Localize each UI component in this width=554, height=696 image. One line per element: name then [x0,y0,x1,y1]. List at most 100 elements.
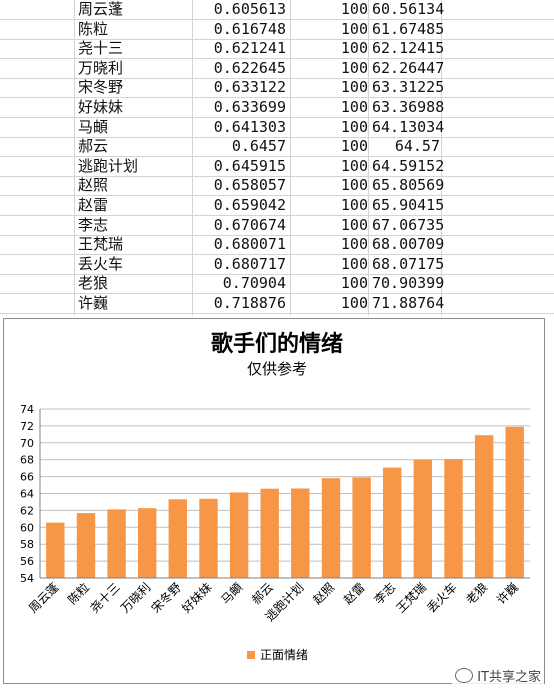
x-tick-label: 李志 [371,580,399,608]
singer-name-cell[interactable]: 好妹妹 [78,98,124,116]
percent-cell[interactable]: 68.00709 [372,235,445,254]
percent-cell[interactable]: 65.80569 [372,176,445,195]
singer-name-cell[interactable]: 老狼 [78,274,109,293]
bar[interactable] [321,478,341,578]
legend[interactable]: 正面情绪 [247,648,308,662]
score-cell[interactable]: 0.6457 [231,137,286,156]
singer-name-cell[interactable]: 郝云 [78,137,109,156]
bar[interactable] [138,508,157,578]
singer-name-cell[interactable]: 李志 [78,215,109,234]
x-tick-label: 马頔 [218,580,245,607]
base-cell[interactable]: 100 [340,39,368,58]
bar[interactable] [474,435,494,578]
singer-name-cell[interactable]: 逃跑计划 [78,156,139,175]
percent-cell[interactable]: 65.90415 [372,196,445,214]
score-cell[interactable]: 0.641303 [213,117,286,136]
score-cell[interactable]: 0.680071 [213,235,286,254]
score-cell[interactable]: 0.622645 [213,58,286,77]
chart-container[interactable]: 歌手们的情绪 仅供参考 54 56 58 60 62 64 66 68 70 72 74 周云蓬 陈粒… [3,318,545,684]
score-cell[interactable]: 0.659042 [213,196,286,214]
base-cell[interactable]: 100 [340,176,368,195]
percent-cell[interactable]: 60.56134 [372,0,445,18]
score-cell[interactable]: 0.670674 [213,215,286,234]
score-cell[interactable]: 0.633122 [213,78,286,97]
bar[interactable] [107,509,126,578]
chart-title: 歌手们的情绪 [211,331,343,357]
singer-name-cell[interactable]: 陈粒 [78,19,109,38]
percent-cell[interactable]: 62.12415 [372,39,445,58]
x-tick-label: 陈粒 [64,580,92,608]
bar[interactable] [229,492,249,578]
bar[interactable] [383,467,402,578]
base-cell[interactable]: 100 [340,0,368,18]
base-cell[interactable]: 100 [340,19,368,38]
bars [46,426,524,579]
bar[interactable] [444,459,463,578]
base-cell[interactable]: 100 [340,78,368,97]
score-cell[interactable]: 0.70904 [222,274,286,293]
base-cell[interactable]: 100 [340,254,368,273]
singer-name-cell[interactable]: 宋冬野 [78,78,124,97]
base-cell[interactable]: 100 [340,156,368,175]
base-cell[interactable]: 100 [340,215,368,234]
column-divider [74,0,75,316]
bar[interactable] [505,426,524,578]
score-cell[interactable]: 0.605613 [213,0,286,18]
score-cell[interactable]: 0.633699 [213,98,286,116]
percent-cell[interactable]: 64.13034 [372,117,445,136]
bar[interactable] [76,513,96,578]
base-cell[interactable]: 100 [340,98,368,116]
singer-name-cell[interactable]: 万晓利 [78,58,124,77]
legend-label: 正面情绪 [260,648,308,662]
base-cell[interactable]: 100 [340,117,368,136]
singer-name-cell[interactable]: 马頔 [78,117,109,136]
score-cell[interactable]: 0.616748 [213,19,286,38]
singer-name-cell[interactable]: 许巍 [78,294,109,312]
singer-name-cell[interactable]: 丢火车 [78,254,124,273]
y-tick-label: 54 [20,572,34,585]
bar[interactable] [260,488,279,578]
percent-cell[interactable]: 64.59152 [372,156,445,175]
score-cell[interactable]: 0.718876 [213,294,286,312]
singer-name-cell[interactable]: 王梵瑞 [78,235,124,254]
y-tick-label: 56 [20,555,34,568]
y-tick-label: 58 [20,538,34,551]
bar[interactable] [168,499,187,578]
percent-cell[interactable]: 63.36988 [372,98,445,116]
base-cell[interactable]: 100 [340,235,368,254]
percent-cell[interactable]: 61.67485 [372,19,445,38]
percent-cell[interactable]: 67.06735 [372,215,445,234]
x-tick-label: 好妹妹 [179,580,214,615]
score-cell[interactable]: 0.621241 [213,39,286,58]
y-tick-label: 74 [20,403,34,416]
singer-name-cell[interactable]: 周云蓬 [78,0,124,18]
x-tick-label: 丢火车 [423,580,459,616]
singer-name-cell[interactable]: 尧十三 [78,39,124,58]
bar[interactable] [413,459,432,578]
y-tick-label: 68 [20,454,34,467]
percent-cell[interactable]: 64.57 [394,137,440,156]
score-cell[interactable]: 0.658057 [213,176,286,195]
singer-name-cell[interactable]: 赵照 [78,176,109,195]
base-cell[interactable]: 100 [340,196,368,214]
bar[interactable] [46,522,65,578]
base-cell[interactable]: 100 [340,137,368,156]
percent-cell[interactable]: 68.07175 [372,254,445,273]
base-cell[interactable]: 100 [340,58,368,77]
x-tick-label: 赵雷 [341,580,368,607]
percent-cell[interactable]: 62.26447 [372,58,445,77]
percent-cell[interactable]: 63.31225 [372,78,445,97]
singer-name-cell[interactable]: 赵雷 [78,196,109,214]
score-cell[interactable]: 0.645915 [213,156,286,175]
percent-cell[interactable]: 71.88764 [372,294,445,312]
bar[interactable] [352,477,371,578]
column-divider [368,0,369,316]
bar[interactable] [291,488,310,579]
base-cell[interactable]: 100 [340,294,368,312]
base-cell[interactable]: 100 [340,274,368,293]
score-cell[interactable]: 0.680717 [213,254,286,273]
table-row: 老狼 0.70904 100 70.90399 [0,274,554,295]
y-tick-label: 62 [20,504,34,517]
percent-cell[interactable]: 70.90399 [372,274,445,293]
bar[interactable] [199,498,218,578]
